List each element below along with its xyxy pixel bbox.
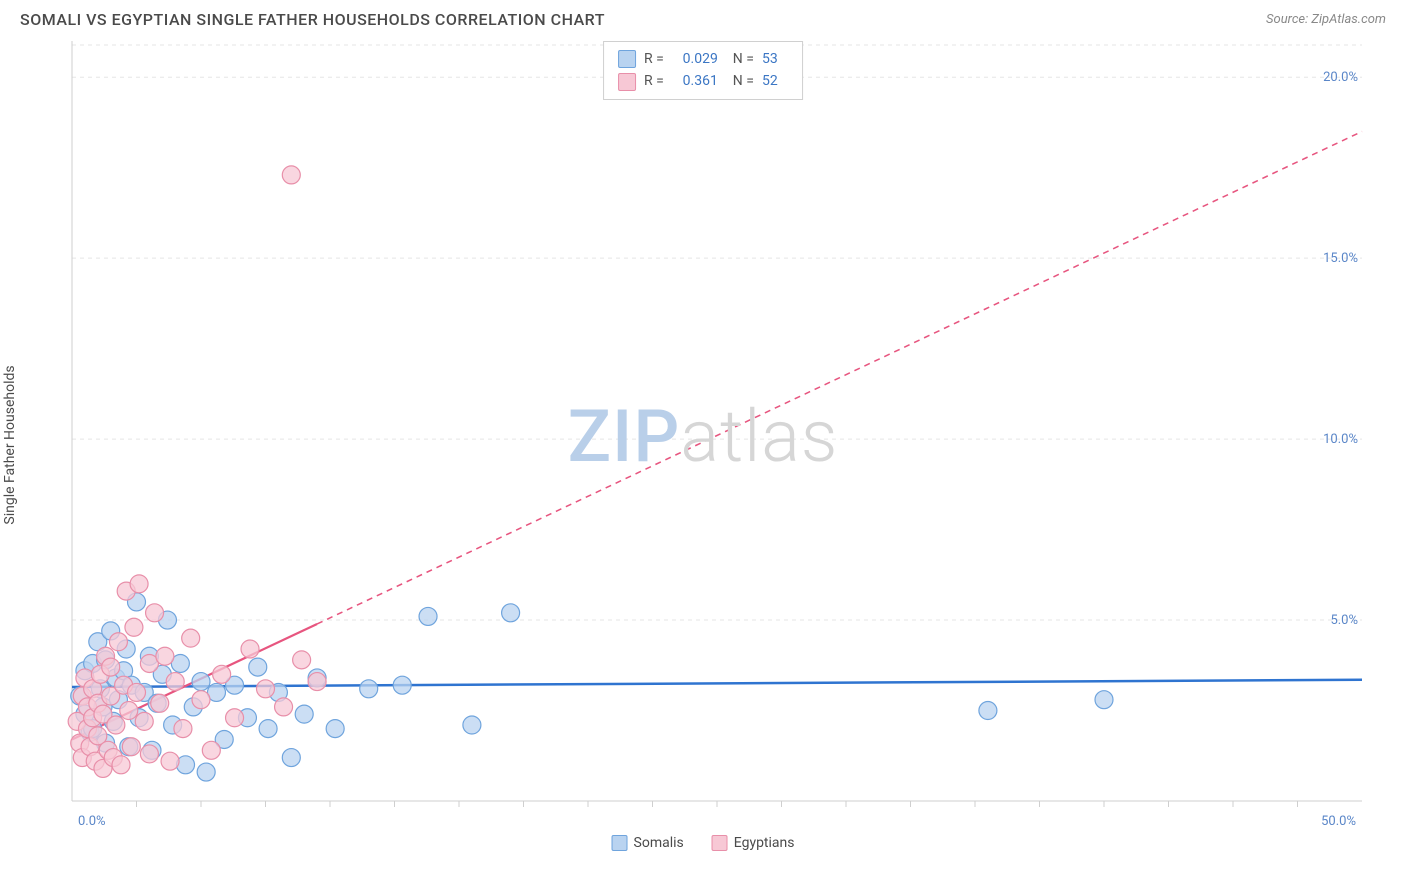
legend-label-egyptians: Egyptians (734, 835, 795, 851)
n-label: N = (726, 70, 754, 92)
swatch-egyptians (618, 73, 636, 91)
svg-text:10.0%: 10.0% (1323, 432, 1358, 447)
r-label: R = (644, 70, 664, 92)
svg-text:15.0%: 15.0% (1323, 251, 1358, 266)
swatch-somalis (618, 50, 636, 68)
header: SOMALI VS EGYPTIAN SINGLE FATHER HOUSEHO… (0, 0, 1406, 35)
y-axis-label: Single Father Households (2, 365, 18, 524)
legend-item-somalis: Somalis (612, 835, 684, 851)
swatch-somalis (612, 835, 628, 851)
scatter-chart: 5.0% 10.0% 15.0% 20.0% 0.0% 50.0% (20, 35, 1386, 855)
n-value-somalis: 53 (762, 48, 788, 70)
stats-row-egyptians: R = 0.361 N = 52 (618, 70, 788, 92)
stats-legend: R = 0.029 N = 53 R = 0.361 N = 52 (603, 41, 803, 100)
legend-label-somalis: Somalis (634, 835, 684, 851)
legend: Somalis Egyptians (612, 835, 795, 851)
r-label: R = (644, 48, 664, 70)
r-value-somalis: 0.029 (672, 48, 718, 70)
swatch-egyptians (712, 835, 728, 851)
svg-text:0.0%: 0.0% (78, 814, 106, 829)
source-label: Source: ZipAtlas.com (1266, 12, 1386, 27)
stats-row-somalis: R = 0.029 N = 53 (618, 48, 788, 70)
chart-title: SOMALI VS EGYPTIAN SINGLE FATHER HOUSEHO… (20, 10, 605, 29)
svg-text:50.0%: 50.0% (1321, 814, 1356, 829)
r-value-egyptians: 0.361 (672, 70, 718, 92)
n-value-egyptians: 52 (762, 70, 788, 92)
chart-area: Single Father Households 5.0%10.0%15.0%2… (20, 35, 1386, 855)
svg-text:5.0%: 5.0% (1330, 613, 1358, 628)
svg-text:20.0%: 20.0% (1323, 70, 1358, 85)
legend-item-egyptians: Egyptians (712, 835, 795, 851)
n-label: N = (726, 48, 754, 70)
